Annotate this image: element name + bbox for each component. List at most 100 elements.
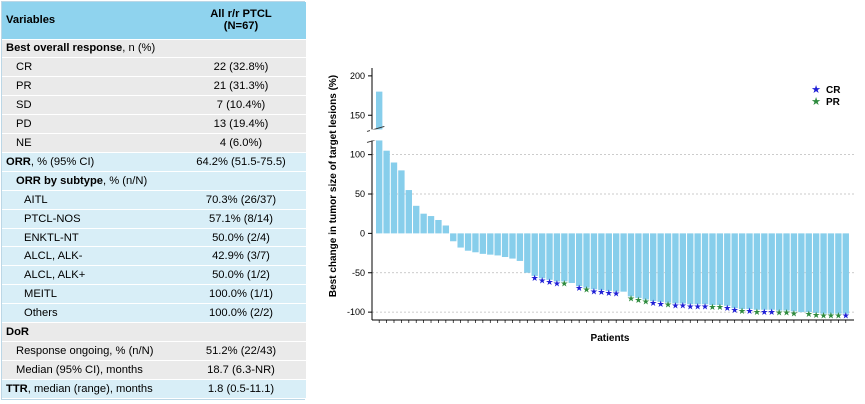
table-row: PD 13 (19.4%): [2, 114, 306, 135]
table-row: NE 4 (6.0%): [2, 133, 306, 153]
bar-patient-9: [435, 219, 442, 234]
bar-patient-54: [768, 233, 775, 310]
star-cr-patient-64: ★: [842, 311, 850, 321]
bar-patient-23: [538, 233, 546, 279]
star-pr-patient-55: ★: [775, 308, 783, 318]
header-population: All r/r PTCL (N=67): [176, 2, 306, 40]
row-label: PD: [2, 114, 176, 135]
row-value: 21 (31.3%): [176, 76, 306, 97]
table-row: AITL 70.3% (26/37): [2, 190, 306, 210]
section-label-rest: , median (range), months: [27, 382, 153, 395]
bar-patient-55: [775, 233, 783, 311]
bar-patient-49: [731, 233, 738, 309]
row-value: 70.3% (26/37): [176, 190, 306, 210]
waterfall-chart: ★ ★ ★ ★ ★ ★ ★ ★ ★ ★ ★ ★ ★ ★ ★ ★ ★ ★ ★ ★ ★ ★ ★ ★ ★ ★ ★ ★ ★ ★ ★ ★ ★ ★ ★ ★ ★ ★ ★ ★…: [328, 68, 854, 344]
section-label: DoR: [2, 322, 176, 342]
header-population-line1: All r/r PTCL: [210, 8, 272, 21]
results-table: Variables All r/r PTCL (N=67) Best overa…: [1, 1, 306, 400]
bar-patient-51: [746, 233, 753, 309]
bar-patient-24: [546, 233, 553, 280]
star-cr-patient-30: ★: [590, 286, 598, 296]
bar-patient-43: [687, 233, 694, 305]
bar-patient-3: [390, 162, 398, 234]
star-cr-patient-51: ★: [745, 306, 753, 316]
y-tick-label: 50: [355, 189, 365, 199]
bar-patient-33: [613, 233, 620, 292]
bar-patient-32: [605, 233, 612, 291]
bar-patient-28: [575, 233, 583, 287]
bar-patient-63: [835, 233, 842, 314]
legend-pr-label: PR: [826, 97, 841, 108]
star-cr-patient-38: ★: [649, 298, 657, 308]
bar-patient-22: [531, 233, 538, 276]
row-label: CR: [2, 57, 176, 78]
star-pr-patient-29: ★: [583, 285, 591, 295]
bar-patient-56: [783, 233, 790, 311]
section-label-rest: , n (%): [122, 42, 156, 55]
bar-patient-13: [464, 233, 472, 251]
section-label-bold: TTR: [6, 382, 28, 395]
star-pr-patient-37: ★: [642, 297, 650, 307]
star-cr-patient-39: ★: [657, 299, 665, 309]
bar-patient-60: [812, 233, 820, 313]
star-cr-patient-48: ★: [723, 303, 731, 313]
bar-patient-57: [790, 233, 798, 312]
bar-patient-35: [627, 233, 635, 297]
table-row: MEITL 100.0% (1/1): [2, 284, 306, 305]
row-label: Others: [2, 303, 176, 324]
bar-patient-15: [479, 233, 487, 254]
star-cr-patient-53: ★: [760, 307, 768, 317]
row-value: 13 (19.4%): [176, 114, 306, 135]
star-cr-patient-28: ★: [575, 283, 583, 293]
bar-patient-27: [568, 233, 575, 283]
row-value: 42.9% (3/7): [176, 246, 306, 267]
bar-patient-48: [724, 233, 731, 306]
row-value: 7 (10.4%): [176, 95, 306, 116]
y-tick-label: 200: [350, 71, 365, 81]
table-row: Response ongoing, % (n/N) 51.2% (22/43): [2, 341, 306, 361]
y-tick-label: 0: [360, 228, 365, 238]
section-label-rest: , % (95% CI): [30, 155, 95, 168]
star-cr-patient-44: ★: [694, 301, 702, 311]
response-stars: ★ ★ ★ ★ ★ ★ ★ ★ ★ ★ ★ ★ ★ ★ ★ ★ ★ ★ ★ ★ ★ ★ ★ ★ ★ ★ ★ ★ ★ ★ ★ ★ ★ ★ ★ ★ ★ ★ ★ ★: [531, 273, 850, 321]
star-pr-patient-60: ★: [812, 310, 820, 320]
orr-value: 64.2% (51.5-75.5): [176, 152, 306, 172]
row-label: Median (95% CI), months: [2, 360, 176, 380]
bar-patient-5: [405, 190, 412, 234]
star-pr-patient-40: ★: [664, 300, 672, 310]
bar-patient-46: [709, 233, 716, 306]
row-label: PR: [2, 76, 176, 97]
bar-patient-45: [701, 233, 709, 305]
table-row: PTCL-NOS 57.1% (8/14): [2, 209, 306, 229]
section-label-bold: ORR by subtype: [16, 174, 104, 187]
bar-patient-59: [805, 233, 812, 313]
axis-break-mark: [366, 125, 385, 132]
bar-patient-62: [827, 233, 835, 314]
star-cr-patient-22: ★: [531, 273, 539, 283]
bar-patient-12: [457, 233, 464, 248]
star-cr-patient-32: ★: [605, 288, 613, 298]
bars: [376, 91, 849, 314]
row-value: 100.0% (2/2): [176, 303, 306, 324]
x-axis-title: Patients: [591, 333, 630, 344]
star-cr-patient-25: ★: [553, 278, 561, 288]
bar-patient-50: [738, 233, 746, 309]
row-value: 22 (32.8%): [176, 57, 306, 78]
bar-patient-1: [376, 91, 383, 234]
row-label: PTCL-NOS: [2, 209, 176, 229]
bar-patient-2: [383, 150, 390, 234]
y-tick-label: 150: [350, 110, 365, 120]
table-row: ALCL, ALK+ 50.0% (1/2): [2, 265, 306, 286]
star-pr-patient-50: ★: [738, 306, 746, 316]
star-pr-patient-46: ★: [708, 302, 716, 312]
table-row: SD 7 (10.4%): [2, 95, 306, 116]
bar-patient-52: [753, 233, 761, 310]
bar-patient-21: [524, 233, 531, 273]
star-cr-patient-42: ★: [679, 300, 687, 310]
star-cr-patient-33: ★: [612, 289, 620, 299]
row-value: 50.0% (2/4): [176, 228, 306, 248]
bar-patient-34: [620, 233, 627, 292]
row-label: ALCL, ALK-: [2, 246, 176, 267]
section-label: Best overall response, n (%): [2, 39, 176, 59]
row-label: ALCL, ALK+: [2, 265, 176, 286]
